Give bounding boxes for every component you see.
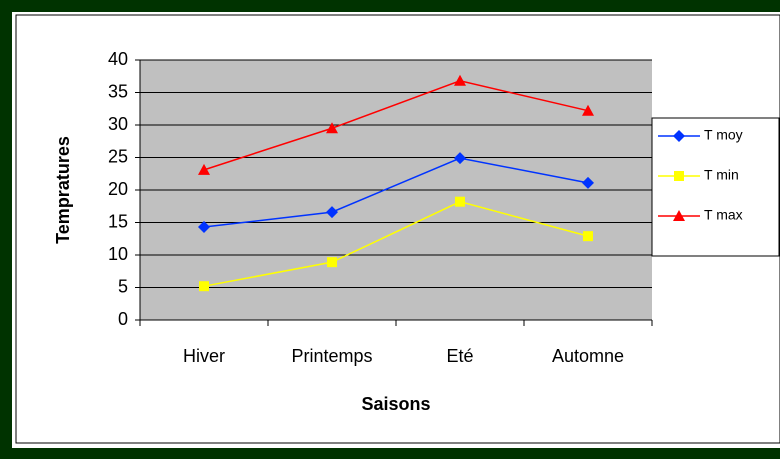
y-tick-label: 25 (108, 146, 128, 166)
legend-marker (674, 171, 684, 181)
marker (327, 257, 337, 268)
series-line (203, 80, 589, 171)
y-tick-label: 5 (118, 276, 128, 296)
marker (326, 206, 338, 219)
marker (583, 231, 593, 242)
legend-marker (673, 210, 685, 221)
marker (455, 196, 465, 207)
y-tick-label: 0 (118, 309, 128, 329)
chart-border (15, 14, 780, 444)
marker (454, 74, 466, 86)
x-tick-label: Automne (552, 346, 624, 366)
legend-box (651, 117, 780, 257)
marker (582, 104, 594, 116)
marker (198, 221, 210, 234)
series-line (203, 157, 589, 228)
marker (454, 152, 466, 165)
y-tick-label: 10 (108, 244, 128, 264)
marker (326, 122, 338, 134)
legend-label: T max (704, 207, 743, 223)
legend-label: T moy (704, 127, 743, 143)
series-line (203, 200, 589, 287)
y-tick-label: 30 (108, 114, 128, 134)
y-tick-label: 15 (108, 211, 128, 231)
legend-marker (673, 130, 685, 142)
x-axis-title: Saisons (361, 394, 430, 414)
y-tick-label: 40 (108, 49, 128, 69)
marker (199, 281, 209, 292)
legend-label: T min (704, 167, 739, 183)
y-tick-label: 20 (108, 179, 128, 199)
x-tick-label: Eté (446, 346, 473, 366)
y-axis-title: Tempratures (53, 136, 73, 244)
y-tick-label: 35 (108, 81, 128, 101)
x-tick-label: Printemps (291, 346, 372, 366)
x-tick-label: Hiver (183, 346, 225, 366)
marker (198, 163, 210, 175)
marker (582, 176, 594, 189)
